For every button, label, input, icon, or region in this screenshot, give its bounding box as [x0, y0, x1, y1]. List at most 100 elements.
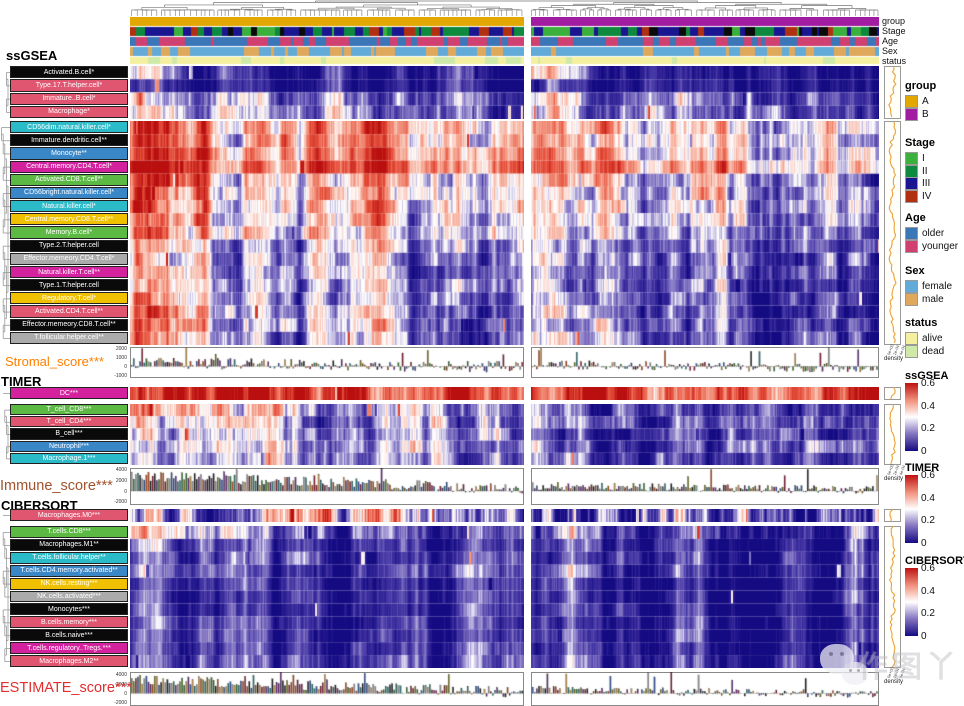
- row-label: Activated.CD4.T.cell**: [10, 305, 128, 318]
- score-axis-tick: 0: [124, 363, 127, 370]
- legend-swatch: [905, 239, 918, 253]
- heatmap-block-CIBERSORT_top-right: [531, 509, 879, 522]
- score-label-immune: Immune_score***: [0, 477, 113, 494]
- heatmap-block-CIBERSORT_main-right: [531, 526, 879, 668]
- legend-item-label: alive: [922, 333, 943, 344]
- score-axis-tick: -2000: [114, 499, 127, 506]
- density-strip-ssGSEA_top: [884, 66, 901, 119]
- heatmap-block-TIMER_top-right: [531, 387, 879, 400]
- score-axis-tick: 2000: [115, 477, 127, 484]
- heatmap-block-ssGSEA_top-right: [531, 66, 879, 119]
- density-curve-CIBERSORT_main: [888, 525, 896, 668]
- scale-title-TIMER: TIMER: [905, 462, 940, 474]
- row-label: Natural.killer.cell*: [10, 200, 128, 213]
- row-dendrogram-CIBERSORT_top: [3, 515, 10, 516]
- row-label: T.cells.follicular.helper**: [10, 551, 128, 564]
- density-curve-ssGSEA_main: [888, 120, 897, 344]
- scale-tick: 0.4: [921, 585, 935, 597]
- column-annotation-bars-right: [531, 17, 879, 65]
- scale-tick: 0.4: [921, 492, 935, 504]
- legend-item-label: II: [922, 165, 928, 177]
- legend-item-label: IV: [922, 190, 932, 202]
- legend-item-III: III: [905, 177, 930, 190]
- scale-tick: 0.2: [921, 608, 935, 620]
- column-dendrogram: [131, 0, 879, 16]
- row-label: Monocyte**: [10, 147, 128, 160]
- legend-item-I: I: [905, 152, 925, 165]
- score-bars-stromal-right: [531, 347, 879, 378]
- scale-tick: 0.6: [921, 470, 935, 481]
- row-label: B.cells.naive***: [10, 629, 128, 642]
- density-strip-TIMER_main: [884, 404, 901, 465]
- section-header-timer: TIMER: [1, 374, 42, 389]
- legend-swatch: [905, 227, 918, 240]
- row-label: Central.memory.CD8.T.cell**: [10, 213, 128, 226]
- heatmap-block-CIBERSORT_top-left: [130, 509, 524, 522]
- score-axis-tick: 0: [124, 690, 127, 697]
- legend-title-group: group: [905, 80, 937, 92]
- legend-title-Sex: Sex: [905, 265, 925, 277]
- density-curve-ssGSEA_top: [888, 65, 897, 118]
- heatmap-block-ssGSEA_main-left: [130, 121, 524, 345]
- score-axis-tick: -2000: [114, 700, 127, 706]
- row-dendrogram-TIMER_top: [3, 393, 10, 394]
- row-dendrogram-ssGSEA_main: [1, 127, 10, 339]
- section-header-ssgsea: ssGSEA: [6, 48, 58, 63]
- density-axis-label: density: [884, 679, 904, 685]
- legend-swatch: [905, 280, 918, 293]
- row-label: Regulatory.T.cell*: [10, 292, 128, 305]
- row-label: T.follicular.helper.cell**: [10, 331, 128, 344]
- annotation-label-Sex: Sex: [882, 46, 898, 56]
- legend-item-label: I: [922, 153, 925, 164]
- row-dendrogram-CIBERSORT_main: [2, 532, 10, 662]
- scale-tick: 0.4: [921, 400, 935, 412]
- color-scale-CIBERSORT: [905, 568, 918, 636]
- annotation-label-Stage: Stage: [882, 26, 906, 36]
- row-label: Monocytes***: [10, 603, 128, 616]
- row-label: T.cells.regulatory..Tregs.***: [10, 642, 128, 655]
- legend-item-male: male: [905, 292, 944, 306]
- legend-swatch: [905, 189, 918, 203]
- score-bars-estimate-right: [531, 672, 879, 706]
- legend-item-label: dead: [922, 345, 945, 357]
- legend-item-label: male: [922, 293, 944, 305]
- color-scale-TIMER: [905, 475, 918, 543]
- legend-swatch: [905, 332, 918, 345]
- density-curve-TIMER_top: [890, 386, 896, 400]
- legend-item-label: B: [922, 108, 929, 120]
- color-scale-ssGSEA: [905, 383, 918, 451]
- row-label: Central.memory.CD4.T.cell*: [10, 160, 128, 173]
- scale-tick: 0: [921, 538, 927, 549]
- row-label: CD56dim.natural.killer.cell*: [10, 121, 128, 134]
- heatmap-block-CIBERSORT_main-left: [130, 526, 524, 668]
- score-bars-immune-left: [130, 468, 524, 505]
- score-axis-tick: 2000: [115, 681, 127, 688]
- heatmap-block-ssGSEA_main-right: [531, 121, 879, 345]
- row-label: T_cell_CD4***: [10, 416, 128, 428]
- legend-item-A: A: [905, 95, 929, 108]
- scale-tick: 0.2: [921, 515, 935, 527]
- row-label: Neutrophil***: [10, 440, 128, 452]
- row-label: Macrophages.M1**: [10, 538, 128, 551]
- row-label: Natural.killer.T.cell**: [10, 265, 128, 279]
- scale-tick: 0: [921, 631, 927, 642]
- legend-title-Stage: Stage: [905, 137, 935, 149]
- legend-title-Age: Age: [905, 212, 926, 224]
- row-label: Type.2.T.helper.cell: [10, 239, 128, 252]
- legend-item-label: A: [922, 96, 929, 107]
- legend-item-label: older: [922, 228, 945, 239]
- annotation-label-Age: Age: [882, 36, 899, 46]
- legend-item-alive: alive: [905, 332, 943, 345]
- legend-swatch: [905, 152, 918, 165]
- annotation-label-group: group: [882, 16, 906, 26]
- scale-tick: 0.6: [921, 378, 935, 389]
- row-label: DC***: [10, 387, 128, 399]
- row-dendrogram-ssGSEA_top: [6, 72, 10, 113]
- density-strip-TIMER_top: [884, 387, 901, 400]
- legend-item-IV: IV: [905, 189, 932, 203]
- heatmap-block-ssGSEA_top-left: [130, 66, 524, 119]
- row-label: T.cells.CD8***: [10, 526, 128, 538]
- scale-title-CIBERSORT: CIBERSORT: [905, 555, 964, 567]
- score-axis-tick: -1000: [114, 372, 127, 379]
